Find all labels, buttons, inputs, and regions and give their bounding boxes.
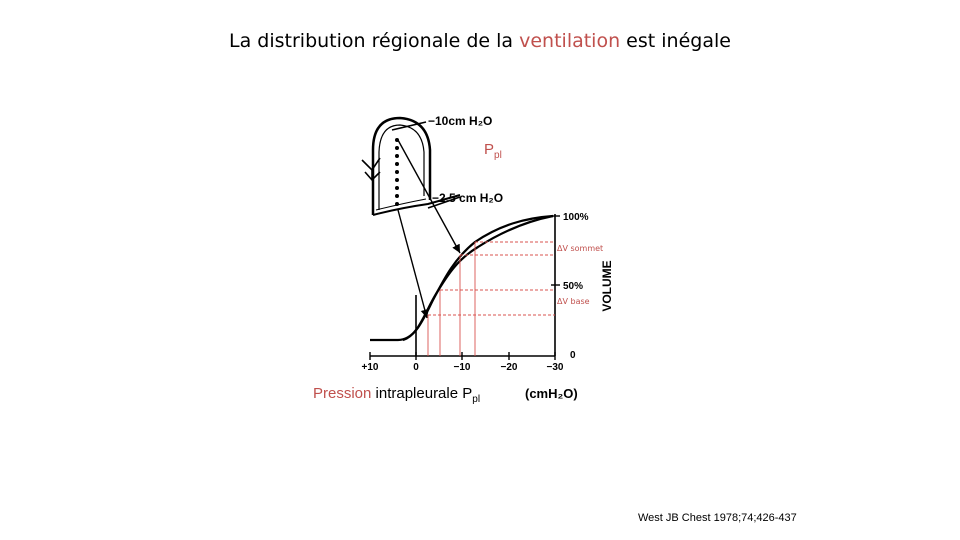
x-tick-minus20: −20 <box>501 362 518 373</box>
pressure-guides <box>427 242 476 356</box>
y-tick-100: 100% <box>563 212 589 223</box>
deflation-curve <box>402 214 554 342</box>
y-tick-0: 0 <box>570 350 576 361</box>
title-part-2: est inégale <box>620 30 731 52</box>
x-tick-0: 0 <box>413 362 419 373</box>
title-accent-word: ventilation <box>519 30 621 52</box>
x-tick-plus10: +10 <box>362 362 379 373</box>
x-tick-minus10: −10 <box>454 362 471 373</box>
y-tick-50: 50% <box>563 281 583 292</box>
y-axis-label: VOLUME <box>600 260 614 311</box>
title-part-1: La distribution régionale de la <box>229 30 520 52</box>
x-axis-unit: (cmH₂O) <box>525 386 578 401</box>
lung-illustration <box>361 116 461 216</box>
inflation-curve <box>370 214 554 342</box>
delta-v-apex-label: ΔV sommet <box>557 244 603 253</box>
slide-title: La distribution régionale de la ventilat… <box>0 30 960 52</box>
apex-pressure-label: −10cm H₂O <box>428 114 492 128</box>
x-axis-label: Pression intrapleurale Ppl <box>313 385 480 405</box>
alveoli-dots <box>395 138 399 206</box>
delta-v-guides <box>428 241 555 316</box>
apex-arrow <box>397 139 461 254</box>
base-pressure-label: −2.5 cm H₂O <box>432 191 503 205</box>
base-arrow <box>397 209 429 319</box>
x-tick-minus30: −30 <box>547 362 564 373</box>
citation: West JB Chest 1978;74;426-437 <box>638 512 797 524</box>
chart-axes <box>369 214 560 360</box>
ppl-label: Ppl <box>484 141 502 161</box>
delta-v-base-label: ΔV base <box>557 297 590 306</box>
